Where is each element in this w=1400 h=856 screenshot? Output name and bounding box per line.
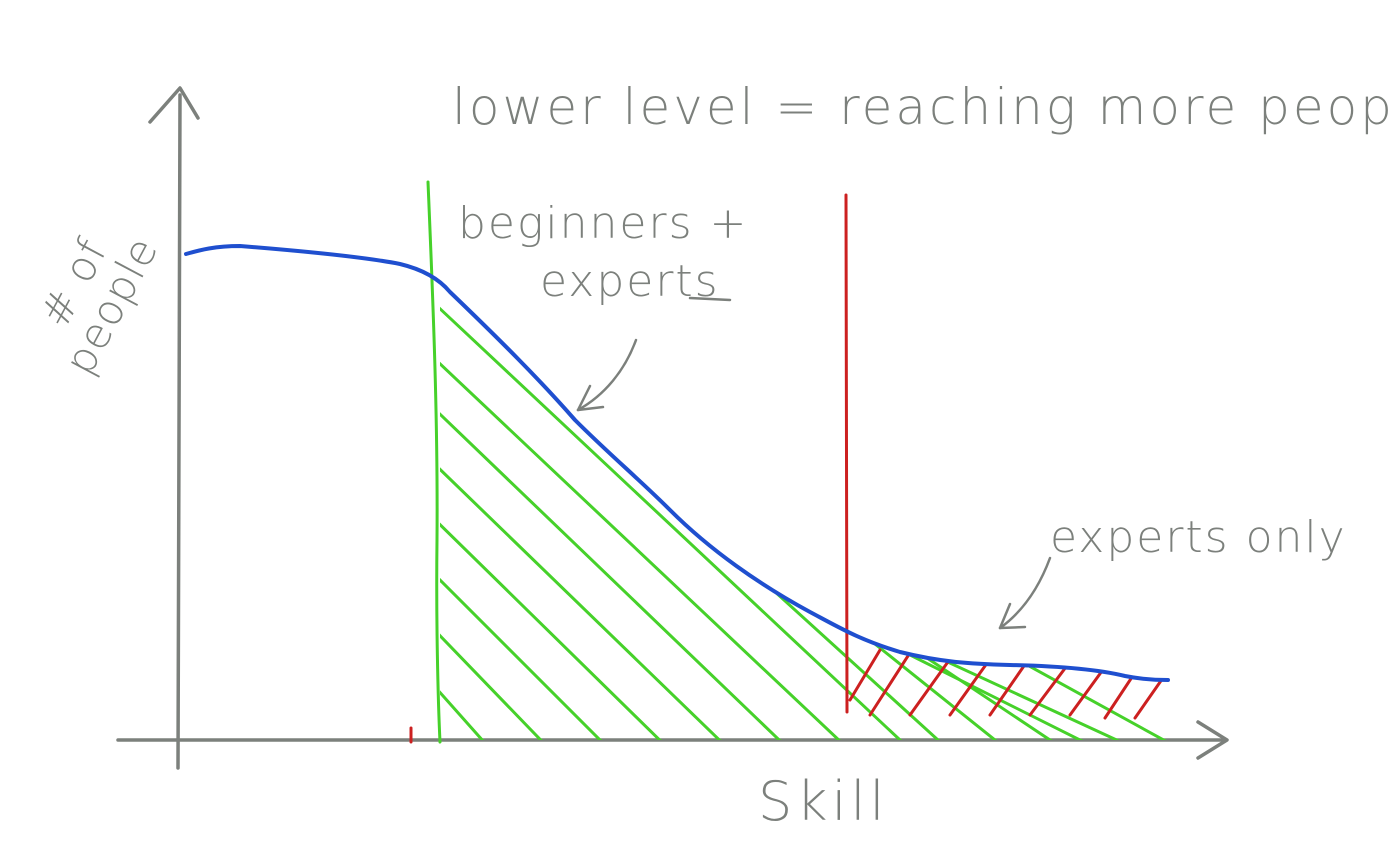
curved-arrow-icon — [998, 556, 1052, 630]
y-axis — [148, 86, 200, 770]
x-axis — [116, 720, 1229, 760]
expert-cutoff-line — [844, 193, 849, 714]
curved-arrow-icon — [576, 338, 638, 412]
experts-only-label: experts only — [1050, 512, 1347, 563]
skill-distribution-curve — [184, 244, 1170, 682]
arrow-right-icon — [1196, 720, 1229, 760]
y-axis-label: # of people — [30, 228, 168, 382]
x-axis-label: Skill — [758, 770, 889, 833]
arrow-up-icon — [148, 86, 200, 124]
experts-underline — [688, 296, 732, 302]
beginners-experts-label-line2: experts — [540, 256, 720, 307]
beginners-experts-label-line1: beginners + — [458, 198, 748, 249]
diagram-title: lower level = reaching more people — [452, 78, 1400, 136]
beginner-cutoff-line — [426, 180, 442, 744]
experts-only-hatch — [848, 643, 1167, 720]
